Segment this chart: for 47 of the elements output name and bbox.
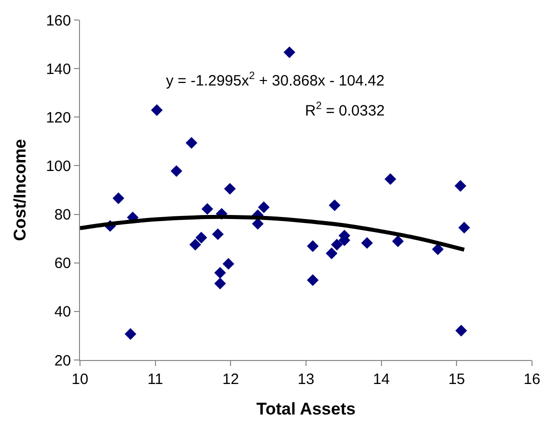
- point: [212, 228, 224, 240]
- point: [214, 266, 226, 279]
- point: [306, 240, 319, 252]
- y-tick-label: 20: [54, 352, 71, 370]
- point: [222, 258, 234, 270]
- point: [214, 278, 226, 290]
- point: [258, 201, 270, 214]
- point: [361, 237, 373, 249]
- x-tick-label: 16: [524, 371, 540, 388]
- y-tick-label: 160: [46, 12, 71, 30]
- x-tick-label: 12: [222, 371, 240, 388]
- point: [284, 46, 296, 58]
- y-tick-label: 100: [46, 158, 71, 175]
- point: [195, 232, 208, 244]
- x-tick-label: 11: [148, 371, 164, 388]
- y-tick-label: 60: [54, 255, 71, 272]
- y-tick-label: 80: [54, 206, 71, 224]
- point: [170, 165, 182, 177]
- annotation: R$^{2}$ = 0.0332: [305, 100, 385, 120]
- x-tick-label: 13: [298, 371, 314, 388]
- point: [454, 180, 466, 192]
- point: [306, 274, 319, 286]
- point: [124, 328, 136, 340]
- annotation: y = -1.2995x$^{2}$ + 30.868x - 104.42: [166, 70, 384, 90]
- line-series: [80, 214, 466, 252]
- point: [455, 324, 468, 336]
- point: [328, 199, 340, 212]
- point: [384, 173, 396, 185]
- point: [150, 104, 163, 116]
- y-axis-title: Cost/Income: [10, 138, 30, 242]
- x-tick-label: 14: [372, 371, 390, 388]
- point: [186, 137, 198, 149]
- point: [326, 248, 338, 260]
- y-tick-label: 40: [54, 304, 71, 321]
- point: [432, 243, 444, 256]
- y-tick-label: 120: [46, 109, 71, 126]
- x-axis-title: Total Assets: [256, 399, 356, 418]
- point: [189, 238, 202, 250]
- y-tick-label: 140: [46, 60, 71, 78]
- x-tick-label: 15: [448, 371, 466, 388]
- point: [392, 235, 404, 248]
- x-tick-label: 10: [72, 371, 88, 388]
- point: [112, 192, 124, 204]
- point: [331, 238, 343, 250]
- point: [458, 222, 470, 234]
- point: [201, 203, 214, 215]
- point: [224, 182, 236, 195]
